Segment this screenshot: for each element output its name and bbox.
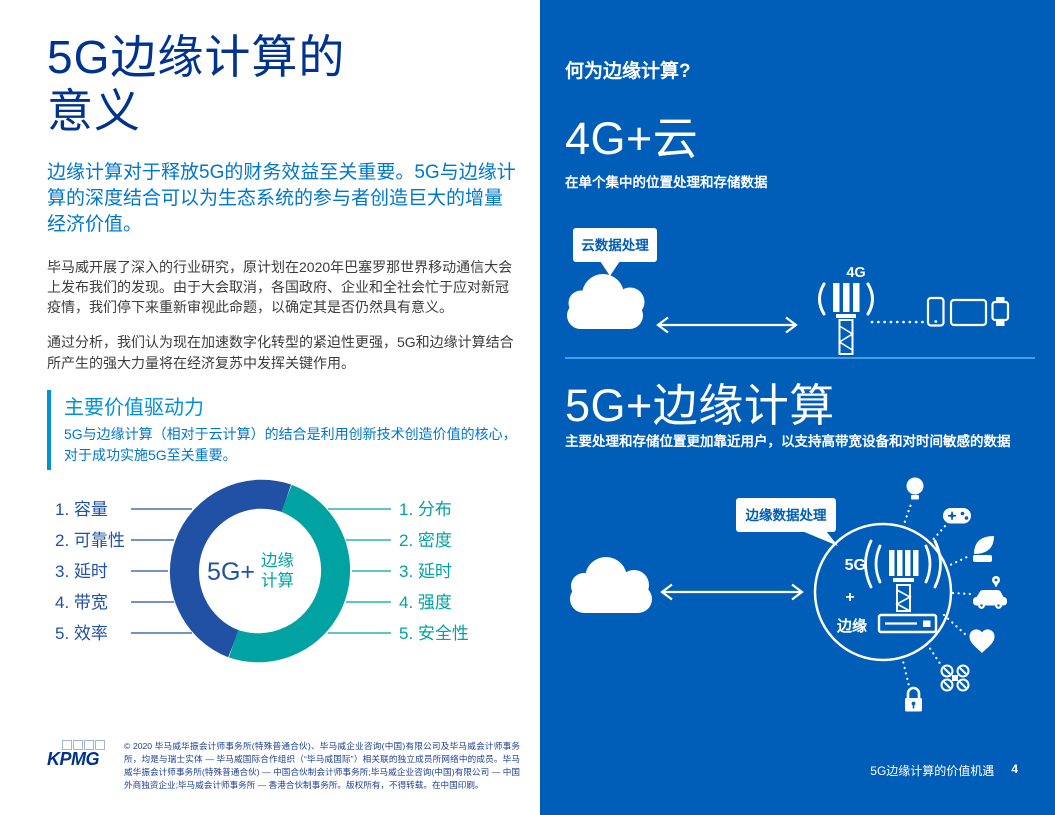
running-footer: 5G边缘计算的价值机遇 4 [870, 762, 1018, 779]
body-paragraph-1: 毕马威开展了深入的行业研究，原计划在2020年巴塞罗那世界移动通信大会上发布我们… [47, 258, 513, 316]
connected-car-icon [973, 576, 1007, 609]
list-item: 1. 分布 [399, 500, 452, 519]
list-item: 5. 安全性 [399, 624, 469, 643]
double-arrow-icon [660, 583, 804, 601]
footer-label: 5G边缘计算的价值机遇 [870, 764, 995, 778]
section-5g-subtitle: 主要处理和存储位置更加靠近用户，以支持高带宽设备和对时间敏感的数据 [565, 434, 1011, 449]
edge-processing-bubble-label: 边缘数据处理 [745, 507, 827, 523]
value-drivers-donut-chart: 5G+ 边缘 计算 1. 容量 2. 可靠性 3. 延时 4. 带宽 5. 效率… [55, 479, 469, 663]
list-item: 3. 延时 [399, 562, 452, 581]
edge-server-icon [877, 613, 938, 634]
donut-slice-5g [169, 479, 292, 658]
cloud-icon [570, 557, 652, 613]
body-paragraph-2: 通过分析，我们认为现在加速数字化转型的紧迫性更强，5G和边缘计算结合所产生的强大… [47, 334, 514, 371]
cloud-icon [567, 274, 645, 329]
dotted-links [900, 502, 972, 688]
section-divider [565, 357, 1035, 359]
drone-icon [940, 664, 970, 692]
double-arrow-icon [656, 316, 798, 334]
edge-processing-bubble: 边缘数据处理 [736, 498, 838, 546]
cloud-processing-bubble: 云数据处理 [573, 228, 657, 276]
use-case-icons [905, 477, 1007, 712]
list-item: 4. 带宽 [55, 593, 108, 612]
value-drivers-body: 5G与边缘计算（相对于云计算）的结合是利用创新技术创造价值的核心，对于成功实施5… [64, 426, 517, 464]
list-item: 3. 延时 [55, 562, 108, 581]
list-item: 5. 效率 [55, 624, 108, 643]
donut-slice-edge [228, 484, 351, 663]
donut-left-list: 1. 容量 2. 可靠性 3. 延时 4. 带宽 5. 效率 [55, 500, 125, 643]
page-footnote: KPMG © 2020 毕马威华振会计师事务所(特殊普通合伙)、毕马威企业咨询(… [47, 740, 520, 792]
donut-center-edge-label-2: 计算 [261, 571, 294, 590]
lead-paragraph: 边缘计算对于释放5G的财务效益至关重要。5G与边缘计算的深度结合可以为生态系统的… [47, 161, 516, 235]
smartphone-icon [926, 296, 945, 327]
list-item: 2. 可靠性 [55, 531, 125, 550]
cloud-processing-bubble-label: 云数据处理 [581, 237, 649, 253]
game-controller-icon [943, 508, 971, 524]
lightbulb-icon [906, 477, 924, 500]
right-panel: 何为边缘计算? 4G+云 在单个集中的位置处理和存储数据 云数据处理 [540, 0, 1055, 815]
heart-icon [969, 629, 995, 653]
diagram-5g-edge: 边缘数据处理 5G + 边缘 [570, 477, 1007, 712]
page-title: 5G边缘计算的 意义 [47, 30, 520, 139]
cell-tower-5g-icon [864, 539, 942, 612]
page-number: 4 [1011, 762, 1018, 776]
smartwatch-icon [991, 297, 1010, 326]
node-edge-label: 边缘 [836, 617, 867, 635]
devices-group [926, 296, 1010, 327]
kpmg-logo: KPMG [47, 740, 111, 770]
donut-right-list: 1. 分布 2. 密度 3. 延时 4. 强度 5. 安全性 [399, 500, 469, 643]
diagram-4g-cloud: 云数据处理 4G [567, 228, 1010, 355]
list-item: 4. 强度 [399, 593, 452, 612]
section-4g-title: 4G+云 [565, 113, 699, 164]
list-item: 2. 密度 [399, 531, 452, 550]
edge-node-circle [813, 522, 953, 662]
node-5g-label: 5G [845, 557, 866, 574]
value-drivers-callout: 主要价值驱动力 5G与边缘计算（相对于云计算）的结合是利用创新技术创造价值的核心… [47, 390, 520, 471]
cell-tower-4g-icon: 4G [818, 265, 874, 355]
tower-4g-label: 4G [846, 265, 865, 281]
right-connector-lines [328, 508, 391, 634]
donut-center-5g-label: 5G+ [207, 558, 255, 586]
section-5g-title: 5G+边缘计算 [565, 380, 835, 431]
value-drivers-heading: 主要价值驱动力 [64, 397, 204, 420]
kpmg-logo-squares-icon [62, 740, 111, 751]
lock-icon [905, 686, 922, 712]
donut-center-edge-label-1: 边缘 [261, 551, 294, 570]
page-title-line2: 意义 [47, 85, 141, 138]
copyright-text: © 2020 毕马威华振会计师事务所(特殊普通合伙)、毕马威企业咨询(中国)有限… [124, 741, 520, 791]
page-title-line1: 5G边缘计算的 [47, 31, 346, 83]
list-item: 1. 容量 [55, 500, 108, 519]
panel-heading: 何为边缘计算? [565, 61, 691, 82]
section-4g-subtitle: 在单个集中的位置处理和存储数据 [565, 175, 768, 190]
kpmg-logo-text: KPMG [47, 749, 100, 770]
node-plus-label: + [845, 589, 854, 606]
left-column: 5G边缘计算的 意义 边缘计算对于释放5G的财务效益至关重要。5G与边缘计算的深… [47, 30, 520, 792]
tablet-icon [949, 298, 988, 327]
left-connector-lines [131, 508, 192, 634]
leaf-icon [973, 536, 994, 562]
